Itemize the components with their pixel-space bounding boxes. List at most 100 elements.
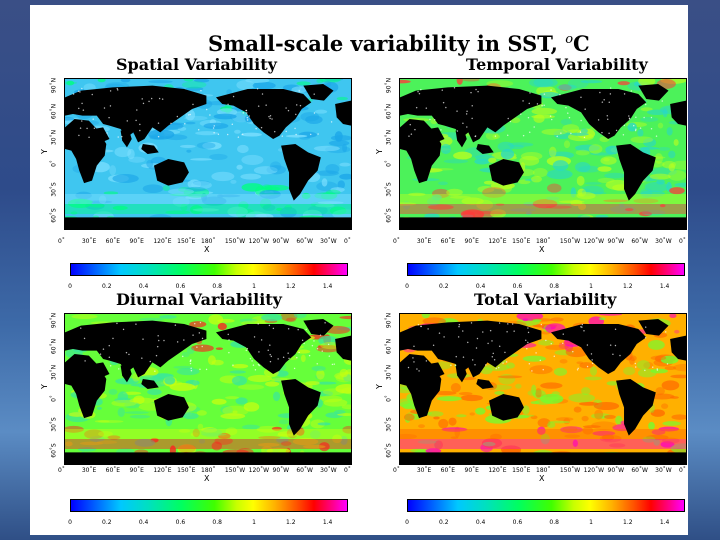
x-tick-label: 180˚ xyxy=(536,467,551,474)
variability-patch xyxy=(325,164,340,174)
variability-patch xyxy=(108,389,118,395)
x-tick-label: 150˚W xyxy=(224,467,246,474)
variability-patch xyxy=(112,205,128,211)
coast-speckle xyxy=(295,113,297,116)
variability-patch xyxy=(183,79,195,82)
coast-speckle xyxy=(606,115,608,117)
variability-patch xyxy=(522,355,546,362)
variability-patch xyxy=(165,210,191,215)
coast-speckle xyxy=(78,107,80,110)
coast-speckle xyxy=(526,347,528,350)
variability-patch xyxy=(578,401,599,406)
variability-patch xyxy=(425,448,442,454)
variability-patch xyxy=(280,441,292,446)
coast-speckle xyxy=(445,106,447,109)
variability-patch xyxy=(426,411,444,417)
variability-patch xyxy=(486,80,514,88)
x-tick-label: 30˚E xyxy=(416,467,432,474)
coast-speckle xyxy=(556,135,558,138)
coast-speckle xyxy=(474,135,476,138)
variability-patch xyxy=(196,410,207,416)
coast-speckle xyxy=(287,109,290,112)
variability-patch xyxy=(476,199,494,210)
variability-patch xyxy=(600,156,617,165)
variability-patch xyxy=(674,182,686,188)
variability-patch xyxy=(490,209,506,218)
coast-speckle xyxy=(83,337,86,340)
variability-patch xyxy=(637,368,657,378)
variability-patch xyxy=(461,197,484,205)
coast-speckle xyxy=(502,362,504,364)
coast-speckle xyxy=(623,124,626,127)
variability-patch xyxy=(192,428,200,438)
variability-patch xyxy=(316,369,325,380)
variability-patch xyxy=(217,322,227,330)
coast-speckle xyxy=(443,336,445,338)
southern-ocean-band xyxy=(65,439,351,449)
variability-patch xyxy=(202,196,227,206)
coast-speckle xyxy=(293,367,296,370)
land-mass xyxy=(488,159,524,186)
variability-patch xyxy=(172,196,190,207)
coast-speckle xyxy=(331,363,334,366)
variability-patch xyxy=(190,344,214,352)
coast-speckle xyxy=(246,119,249,121)
coast-speckle xyxy=(513,330,515,332)
coast-speckle xyxy=(295,133,297,136)
coast-speckle xyxy=(644,336,647,339)
coast-speckle xyxy=(258,364,261,367)
coast-speckle xyxy=(212,127,215,129)
colorbar-tick-label: 0.2 xyxy=(102,283,112,290)
coast-speckle xyxy=(570,132,572,135)
variability-patch xyxy=(192,180,211,186)
variability-patch xyxy=(305,381,320,386)
variability-patch xyxy=(571,132,589,136)
variability-patch xyxy=(181,81,207,89)
variability-patch xyxy=(342,425,351,434)
variability-patch xyxy=(315,203,335,208)
variability-patch xyxy=(575,144,600,152)
land-mass xyxy=(476,379,494,389)
coast-speckle xyxy=(559,93,561,96)
coast-speckle xyxy=(99,353,102,355)
coast-speckle xyxy=(255,127,257,130)
variability-patch xyxy=(522,405,530,415)
coast-speckle xyxy=(139,129,141,132)
variability-patch xyxy=(458,392,473,396)
x-tick-label: 0˚ xyxy=(393,467,400,474)
coast-speckle xyxy=(192,334,194,336)
variability-patch xyxy=(90,203,105,208)
variability-patch xyxy=(547,420,571,424)
coast-speckle xyxy=(84,360,86,362)
variability-patch xyxy=(253,166,278,175)
variability-patch xyxy=(453,151,473,160)
coast-speckle xyxy=(590,353,593,355)
variability-patch xyxy=(329,206,347,215)
variability-patch xyxy=(446,188,463,196)
x-tick-label: 90˚E xyxy=(464,238,479,245)
variability-patch xyxy=(662,437,680,444)
coast-speckle xyxy=(412,357,414,359)
coast-speckle xyxy=(533,126,535,128)
variability-patch xyxy=(556,84,577,91)
land-mass xyxy=(65,217,351,229)
variability-patch xyxy=(421,314,431,319)
variability-patch xyxy=(220,405,233,414)
coast-speckle xyxy=(609,344,612,346)
variability-patch xyxy=(122,391,142,395)
x-tick-label: 0˚ xyxy=(344,238,351,245)
land-mass xyxy=(428,362,445,378)
variability-patch xyxy=(117,391,129,403)
y-tick-label: 30˚N xyxy=(50,364,58,381)
coast-speckle xyxy=(77,90,80,92)
variability-patch xyxy=(242,424,260,430)
coast-speckle xyxy=(583,330,585,332)
unit-text: C xyxy=(573,31,590,56)
variability-patch xyxy=(606,381,619,386)
coast-speckle xyxy=(408,135,410,137)
coast-speckle xyxy=(108,344,110,347)
variability-patch xyxy=(181,351,190,358)
variability-patch xyxy=(339,173,351,180)
coast-speckle xyxy=(118,368,120,370)
variability-patch xyxy=(441,427,468,432)
